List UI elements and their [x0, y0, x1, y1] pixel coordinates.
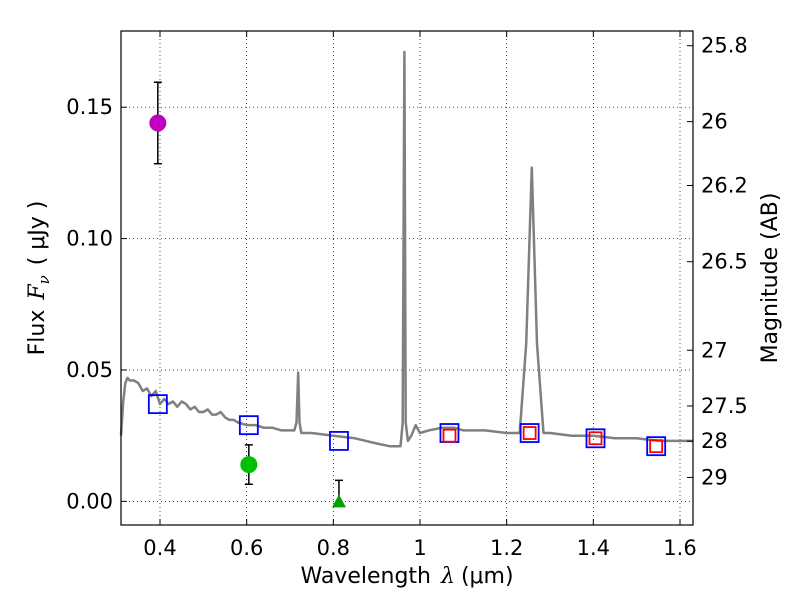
- y2-tick-label: 27: [701, 338, 728, 362]
- band-square-marker: [147, 394, 168, 415]
- y-tick-label: 0.00: [66, 489, 113, 513]
- band-square-marker: [649, 439, 664, 454]
- band-square-marker: [585, 428, 606, 449]
- y2-tick-label: 28: [701, 429, 728, 453]
- grid: [121, 31, 693, 525]
- ticks: 0.4 0.6 0.8 1 1.2 1.4 1.6 0.00 0.05 0.10 0.15 25.8 2…: [66, 31, 748, 560]
- x-tick-label: 1.2: [490, 536, 523, 560]
- y-axis-label: FluxFν( μJy ): [25, 201, 53, 356]
- data-point: [240, 456, 258, 474]
- y2-tick-label: 26.2: [701, 174, 748, 198]
- spectrum-line: [119, 50, 693, 448]
- x-tick-label: 0.8: [317, 536, 350, 560]
- y-tick-label: 0.05: [66, 358, 113, 382]
- y2-tick-label: 27.5: [701, 394, 748, 418]
- x-tick-label: 1.4: [577, 536, 610, 560]
- band-square-marker: [329, 431, 349, 451]
- axes-frame: [120, 30, 694, 526]
- band-square-marker: [646, 436, 667, 457]
- band-square-marker: [442, 428, 457, 443]
- band-square-marker: [519, 423, 540, 443]
- y-tick-label: 0.15: [66, 95, 113, 119]
- x-tick-label: 1.6: [663, 536, 696, 560]
- plot-area: [119, 50, 693, 508]
- band-square-marker: [238, 415, 259, 436]
- y2-tick-label: 26.5: [701, 250, 748, 274]
- x-tick-label: 0.4: [143, 536, 176, 560]
- band-square-marker: [588, 431, 603, 446]
- upper-limit-marker: [331, 494, 346, 508]
- y2-axis-label: Magnitude (AB): [758, 193, 783, 364]
- y2-tick-label: 25.8: [701, 34, 748, 58]
- y2-tick-label: 29: [701, 465, 728, 489]
- x-axis-label: Wavelength λ (μm): [300, 564, 513, 589]
- x-tick-label: 1: [413, 536, 426, 560]
- band-square-marker: [522, 426, 537, 440]
- x-tick-label: 0.6: [230, 536, 263, 560]
- y-tick-label: 0.10: [66, 227, 113, 251]
- data-point: [149, 114, 167, 132]
- y2-tick-label: 26: [701, 110, 728, 134]
